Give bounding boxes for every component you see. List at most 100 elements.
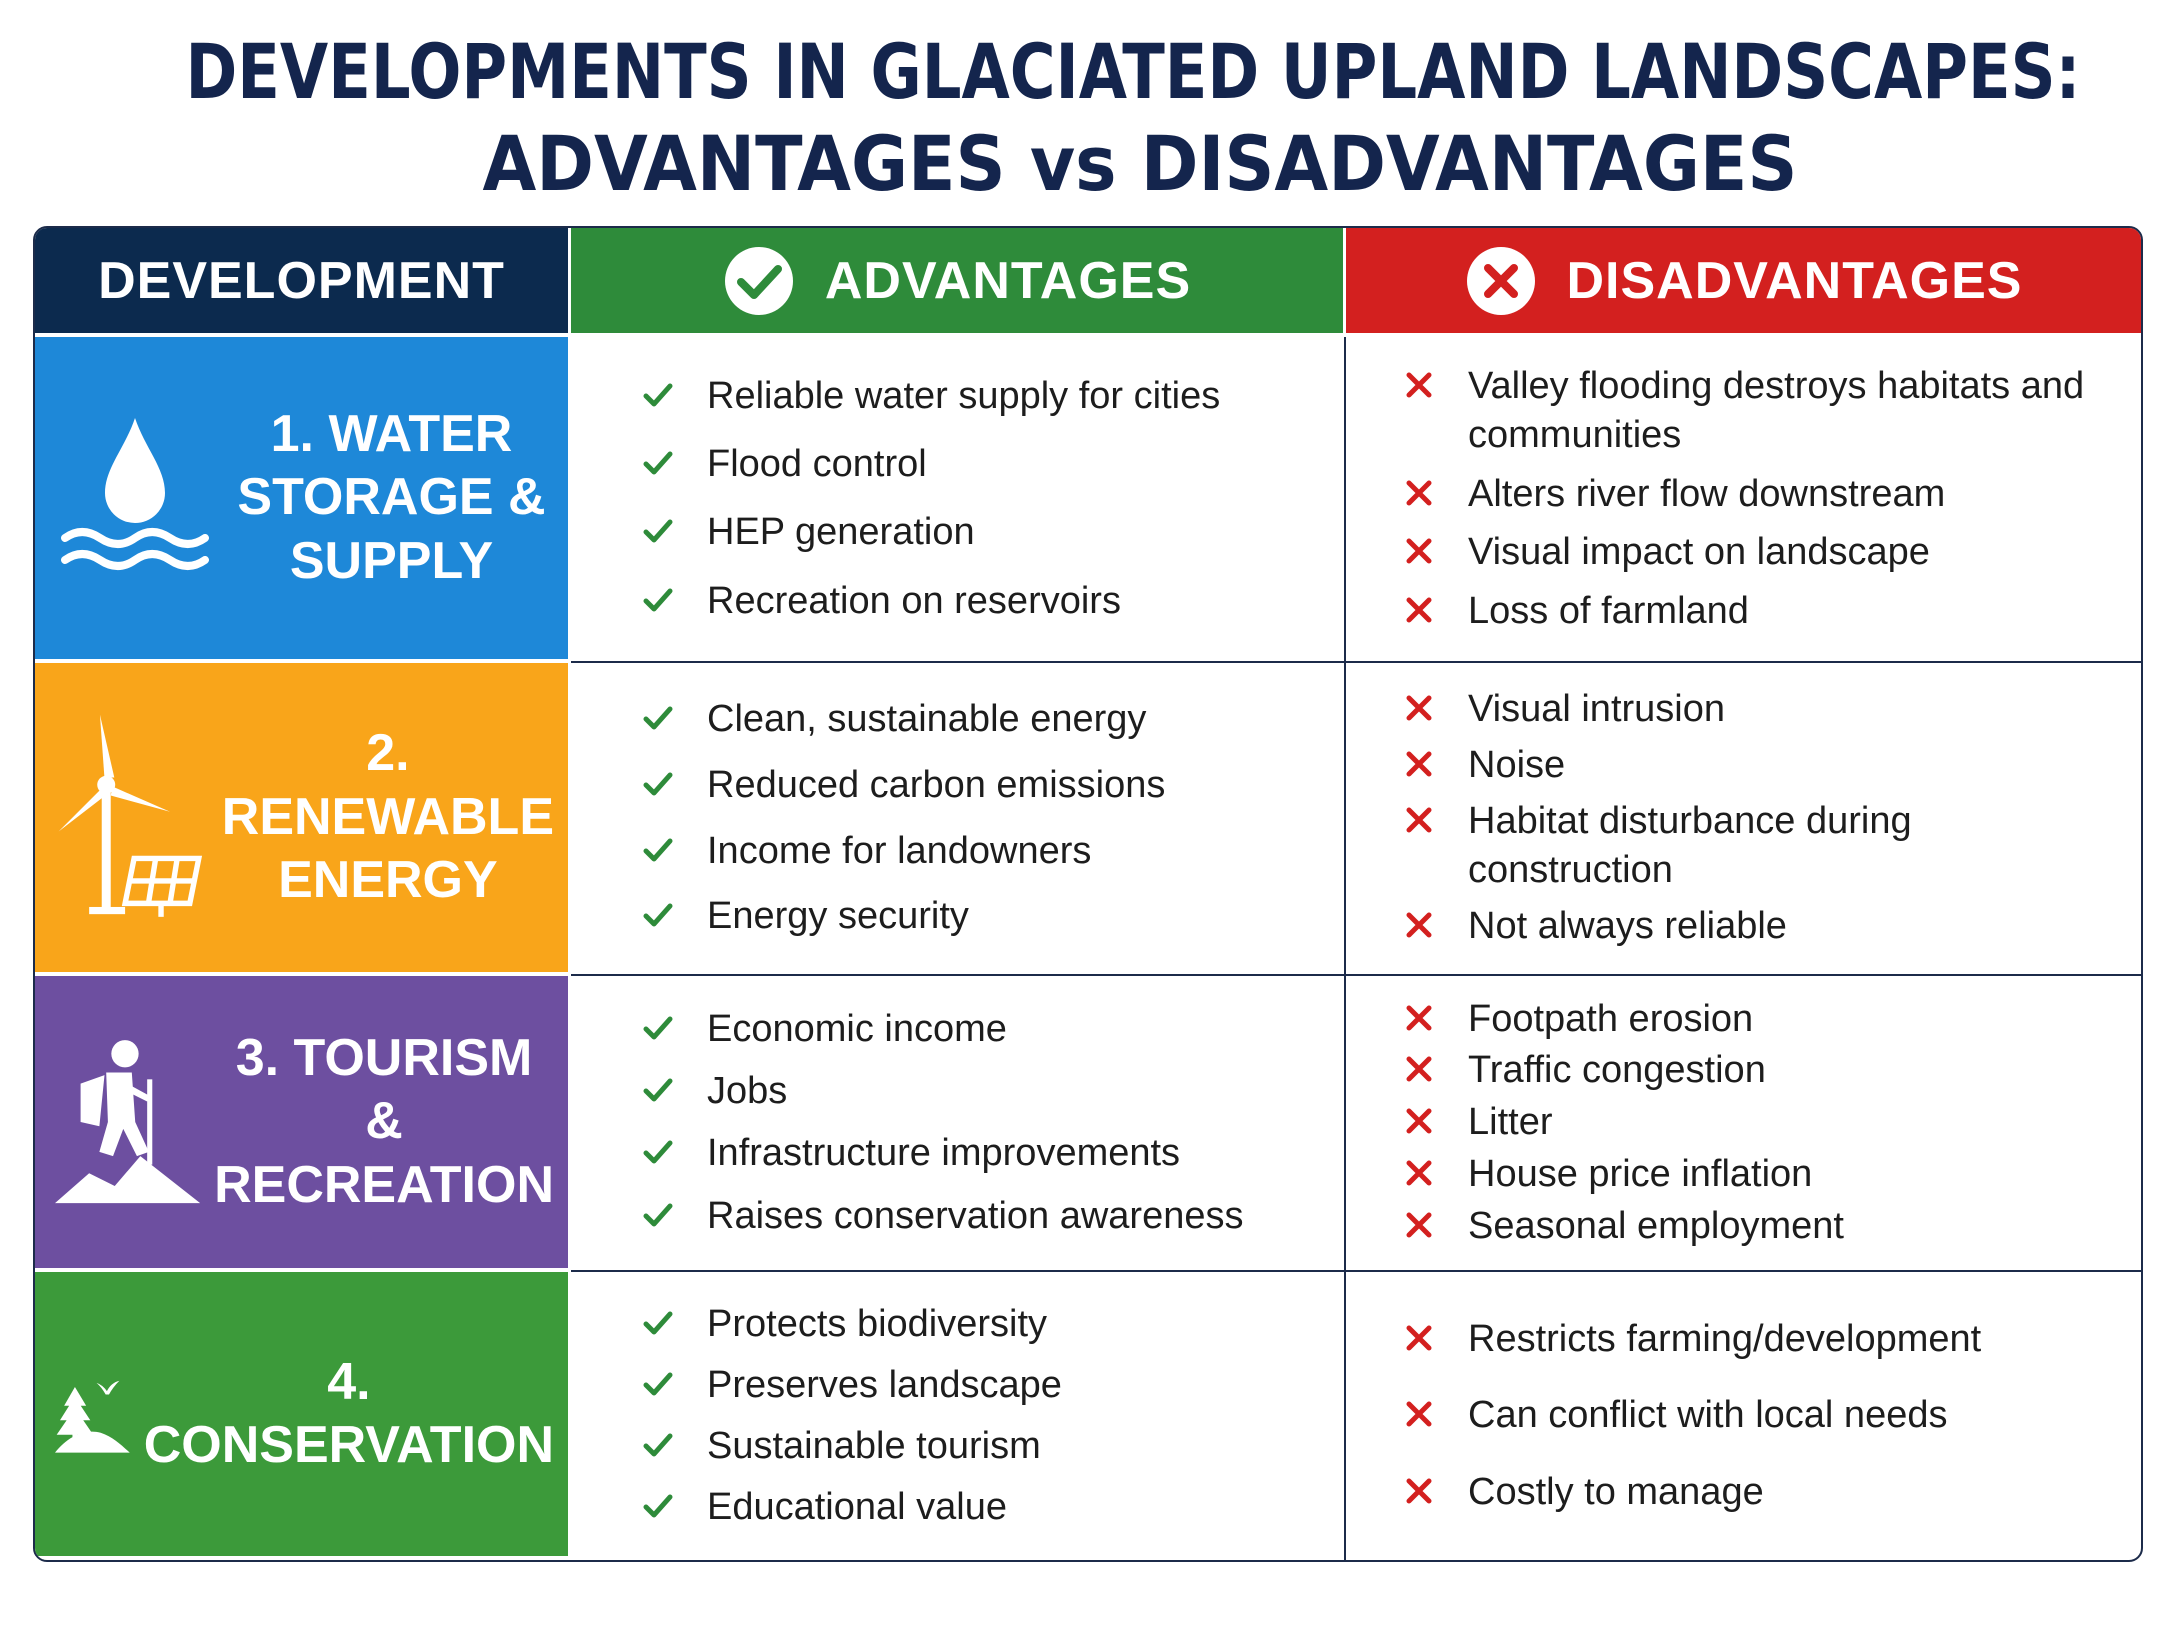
x-mark <box>1406 480 1432 506</box>
x-mark <box>1406 1212 1432 1238</box>
list-item: Footpath erosion <box>1404 995 2111 1044</box>
list-item: HEP generation <box>643 508 1314 557</box>
title-line: DEVELOPMENTS IN GLACIATED UPLAND LANDSCA… <box>186 27 2081 116</box>
advantages-list: Protects biodiversity Preserves landscape… <box>571 1272 1346 1560</box>
x-mark <box>1406 1478 1432 1504</box>
item-text: Seasonal employment <box>1468 1205 1844 1248</box>
list-item: Raises conservation awareness <box>643 1192 1314 1241</box>
item-text: Infrastructure improvements <box>707 1132 1181 1175</box>
list-item: Protects biodiversity <box>643 1300 1314 1349</box>
development-label: 3. TOURISM & RECREATION <box>214 1028 555 1214</box>
list-item: Restricts farming/development <box>1404 1315 2111 1364</box>
list-item: Reliable water supply for cities <box>643 372 1314 421</box>
check-mark <box>643 1140 673 1164</box>
item-text: Traffic congestion <box>1468 1049 1766 1092</box>
list-item: Costly to manage <box>1404 1468 2111 1517</box>
list-item: Educational value <box>643 1483 1314 1532</box>
development-label: 2. RENEWABLE ENERGY <box>221 724 555 910</box>
header-cell: DEVELOPMENT <box>35 228 571 337</box>
x-mark <box>1406 1325 1432 1351</box>
hiker-icon <box>55 1040 201 1204</box>
item-text: Income for landowners <box>707 829 1092 872</box>
list-item: Flood control <box>643 440 1314 489</box>
check-mark <box>643 1372 673 1396</box>
x-mark <box>1406 1160 1432 1186</box>
list-item: Income for landowners <box>643 827 1314 876</box>
check-mark <box>643 1433 673 1457</box>
check-mark <box>643 1078 673 1102</box>
check-mark <box>643 1494 673 1518</box>
x-mark <box>1406 1108 1432 1134</box>
check-mark <box>643 772 673 796</box>
list-item: Litter <box>1404 1098 2111 1147</box>
item-text: Recreation on reservoirs <box>707 579 1121 622</box>
list-item: Clean, sustainable energy <box>643 695 1314 744</box>
list-item: Habitat disturbance during construction <box>1404 797 2111 896</box>
advantages-list: Reliable water supply for cities Flood co… <box>571 337 1346 663</box>
list-item: Sustainable tourism <box>643 1422 1314 1471</box>
water-icon <box>61 418 209 570</box>
comparison-table: DEVELOPMENT ADVANTAGES DISADVANTAGES 1. … <box>33 226 2143 1562</box>
x-mark <box>1406 538 1432 564</box>
check-mark <box>643 1203 673 1227</box>
disadvantages-list: Restricts farming/development Can conflic… <box>1346 1272 2141 1560</box>
item-text: HEP generation <box>707 511 975 554</box>
item-text: Energy security <box>707 895 969 938</box>
item-text: Visual impact on landscape <box>1468 531 1930 574</box>
development-label: 1. WATER STORAGE & SUPPLY <box>237 404 546 590</box>
x-mark <box>1406 695 1432 721</box>
item-text: Footpath erosion <box>1468 997 1754 1040</box>
development-cell: 1. WATER STORAGE & SUPPLY <box>35 337 571 663</box>
item-text: Costly to manage <box>1468 1470 1764 1513</box>
x-mark <box>1406 1056 1432 1082</box>
item-text: Clean, sustainable energy <box>707 698 1147 741</box>
development-cell: 2. RENEWABLE ENERGY <box>35 663 571 976</box>
check-mark <box>643 838 673 862</box>
item-text: Visual intrusion <box>1468 688 1726 731</box>
header-text: ADVANTAGES <box>824 251 1192 310</box>
x-circle-icon <box>1466 246 1535 315</box>
x-mark <box>1406 1005 1432 1030</box>
check-mark <box>643 1311 673 1335</box>
advantages-list: Clean, sustainable energy Reduced carbon … <box>571 663 1346 976</box>
item-text: Jobs <box>707 1070 788 1113</box>
x-mark <box>1406 372 1432 398</box>
development-label: 4. CONSERVATION <box>143 1352 555 1474</box>
advantages-list: Economic income Jobs Infrastructure improv… <box>571 976 1346 1272</box>
disadvantages-list: Visual intrusion Noise Habitat disturbance… <box>1346 663 2141 976</box>
header-text: DEVELOPMENT <box>98 251 505 310</box>
development-cell: 3. TOURISM & RECREATION <box>35 976 571 1272</box>
x-mark <box>1406 807 1432 833</box>
x-mark <box>1406 912 1432 938</box>
list-item: Jobs <box>643 1067 1314 1116</box>
check-mark <box>643 1016 673 1040</box>
x-mark <box>1406 751 1432 777</box>
check-mark <box>643 706 673 730</box>
check-mark <box>643 451 673 475</box>
item-text: Not always reliable <box>1468 905 1787 948</box>
item-text: House price inflation <box>1468 1153 1813 1196</box>
check-mark <box>643 588 673 612</box>
list-item: Reduced carbon emissions <box>643 761 1314 810</box>
header-cell: DISADVANTAGES <box>1346 228 2141 337</box>
list-item: Not always reliable <box>1404 902 2111 951</box>
item-text: Educational value <box>707 1485 1007 1528</box>
list-item: House price inflation <box>1404 1150 2111 1199</box>
check-mark <box>643 519 673 543</box>
list-item: Preserves landscape <box>643 1361 1314 1410</box>
item-text: Reliable water supply for cities <box>707 374 1221 417</box>
title-line: ADVANTAGES vs DISADVANTAGES <box>483 119 1798 208</box>
title-block: DEVELOPMENTS IN GLACIATED UPLAND LANDSCA… <box>186 27 2081 208</box>
conservation-icon <box>55 1380 130 1453</box>
header-cell: ADVANTAGES <box>571 228 1346 337</box>
item-text: Alters river flow downstream <box>1468 472 1946 515</box>
list-item: Economic income <box>643 1005 1314 1054</box>
check-mark <box>643 903 673 927</box>
item-text: Preserves landscape <box>707 1363 1062 1406</box>
list-item: Loss of farmland <box>1404 587 2111 636</box>
header-text: DISADVANTAGES <box>1566 251 2023 310</box>
item-text: Flood control <box>707 443 927 486</box>
list-item: Recreation on reservoirs <box>643 577 1314 626</box>
list-item: Alters river flow downstream <box>1404 470 2111 519</box>
